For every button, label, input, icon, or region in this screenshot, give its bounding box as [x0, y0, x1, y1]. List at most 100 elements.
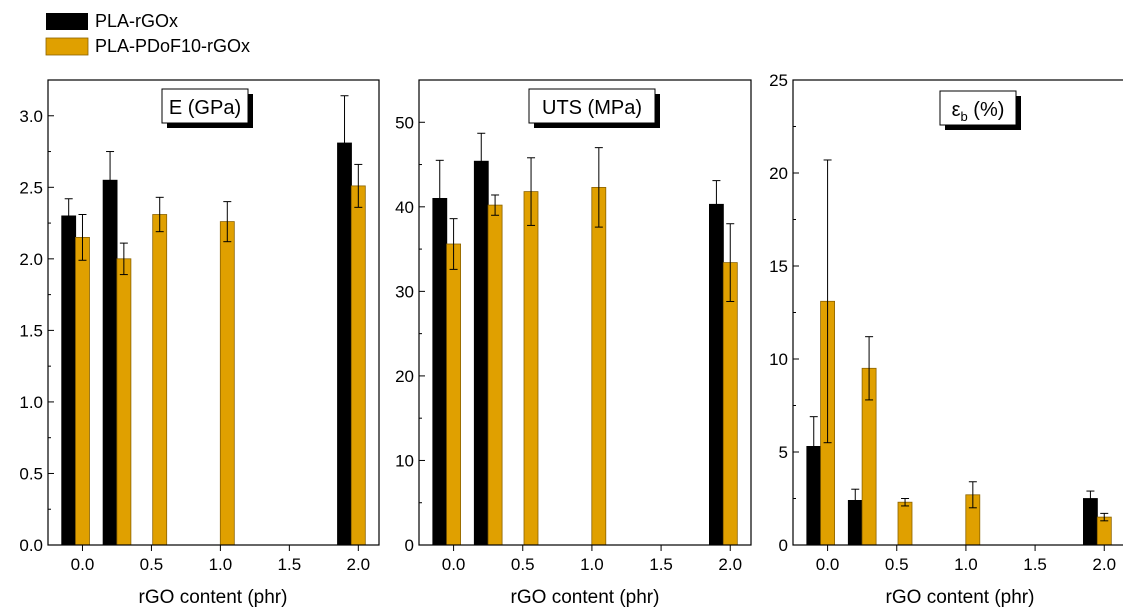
bar-uts-pla-rgox-2 [709, 203, 724, 546]
ytick-label-elongation-5: 25 [769, 71, 788, 90]
panel-elongation-frame [792, 79, 1123, 546]
ytick-label-uts-2: 20 [395, 367, 414, 386]
panel-modulus-xlabel: rGO content (phr) [139, 587, 288, 607]
errorbar-uts-pla-rgox-0 [435, 159, 444, 237]
errorbar-modulus-pla-pdof10-rgox-1 [119, 242, 128, 276]
errorbar-elongation-pla-pdof10-rgox-2 [901, 498, 910, 507]
panel-elongation-title-box [939, 90, 1017, 126]
panel-elongation: 0 5 10 15 20 25 0.0 0.5 1.0 1.5 2.0 εb (%) rGO con… [769, 71, 1123, 607]
bar-modulus-pla-rgox-1 [102, 179, 118, 546]
ytick-label-elongation-2: 10 [769, 350, 788, 369]
panel-uts: 0 10 20 30 40 50 0.0 0.5 1.0 1.5 2.0 UTS (MPa) rGO… [395, 79, 752, 607]
xtick-label-elongation-1: 0.5 [885, 555, 909, 574]
xtick-label-uts-3: 1.5 [649, 555, 673, 574]
bar-uts-pla-pdof10-rgox-2 [523, 191, 539, 546]
bar-modulus-pla-pdof10-rgox-1 [116, 258, 132, 546]
panel-uts-frame [418, 79, 752, 546]
xtick-label-elongation-2: 1.0 [954, 555, 978, 574]
panel-modulus-frame [47, 79, 380, 546]
ytick-label-modulus-0: 0.0 [19, 536, 43, 555]
ytick-label-elongation-4: 20 [769, 164, 788, 183]
panel-uts-xlabel: rGO content (phr) [511, 587, 660, 607]
legend-swatch-pla-rgox [46, 13, 88, 30]
legend-label-pla-rgox: PLA-rGOx [95, 11, 178, 31]
xtick-label-uts-0: 0.0 [442, 555, 466, 574]
bar-uts-pla-pdof10-rgox-0 [446, 243, 462, 546]
panel-modulus-plot: 0.0 0.5 1.0 1.5 2.0 2.5 3.0 0.0 0.5 1.0 1.5 2.0 [19, 79, 380, 574]
errorbar-elongation-pla-rgox-1 [851, 488, 860, 513]
legend-swatch-pla-pdof10-rgox [45, 37, 89, 56]
ytick-label-modulus-4: 2.0 [19, 250, 43, 269]
errorbar-modulus-pla-rgox-0 [64, 198, 73, 234]
errorbar-modulus-pla-rgox-2 [340, 95, 349, 191]
ytick-label-uts-5: 50 [395, 113, 414, 132]
ytick-label-elongation-1: 5 [779, 443, 788, 462]
ytick-label-modulus-3: 1.5 [19, 321, 43, 340]
xtick-label-uts-1: 0.5 [511, 555, 535, 574]
panel-modulus-title: E (GPa) [169, 97, 241, 119]
legend: PLA-rGOx PLA-PDoF10-rGOx [45, 11, 250, 56]
xtick-label-uts-4: 2.0 [718, 555, 742, 574]
panel-elongation-title: εb (%) [952, 99, 1005, 124]
errorbar-elongation-pla-rgox-0 [809, 416, 818, 477]
panel-elongation-title-sub: b [961, 109, 968, 124]
errorbar-modulus-pla-pdof10-rgox-4 [354, 163, 363, 208]
errorbar-elongation-pla-pdof10-rgox-1 [865, 336, 874, 401]
errorbar-uts-pla-pdof10-rgox-3 [594, 147, 603, 228]
xtick-label-modulus-3: 1.5 [278, 555, 302, 574]
errorbar-modulus-pla-pdof10-rgox-0 [78, 213, 87, 261]
panel-modulus: 0.0 0.5 1.0 1.5 2.0 2.5 3.0 0.0 0.5 1.0 1.5 2.0 E (… [19, 79, 380, 607]
ytick-label-modulus-2: 1.0 [19, 393, 43, 412]
bar-modulus-pla-rgox-0 [61, 215, 77, 546]
bar-modulus-pla-pdof10-rgox-2 [152, 214, 168, 546]
errorbar-uts-pla-pdof10-rgox-4 [726, 223, 735, 303]
xtick-label-modulus-0: 0.0 [71, 555, 95, 574]
ytick-label-uts-0: 0 [405, 536, 414, 555]
xtick-label-elongation-3: 1.5 [1023, 555, 1047, 574]
errorbar-uts-pla-pdof10-rgox-2 [527, 157, 536, 226]
panel-uts-title: UTS (MPa) [542, 97, 642, 119]
errorbar-elongation-pla-rgox-2 [1086, 490, 1095, 507]
bar-uts-pla-pdof10-rgox-3 [591, 186, 607, 546]
xtick-label-modulus-2: 1.0 [209, 555, 233, 574]
panel-modulus-title-box [161, 88, 249, 124]
panel-elongation-plot: 0 5 10 15 20 25 0.0 0.5 1.0 1.5 2.0 [769, 71, 1123, 574]
ytick-label-uts-3: 30 [395, 282, 414, 301]
ytick-label-uts-1: 10 [395, 451, 414, 470]
bar-modulus-pla-pdof10-rgox-0 [75, 236, 90, 546]
errorbar-modulus-pla-rgox-1 [106, 151, 115, 210]
ytick-label-modulus-5: 2.5 [19, 178, 43, 197]
panel-uts-plot: 0 10 20 30 40 50 0.0 0.5 1.0 1.5 2.0 [395, 79, 752, 574]
ytick-label-modulus-1: 0.5 [19, 464, 43, 483]
panel-elongation-xlabel: rGO content (phr) [886, 587, 1035, 607]
panel-uts-title-box [528, 88, 656, 124]
xtick-label-modulus-1: 0.5 [140, 555, 164, 574]
errorbar-uts-pla-pdof10-rgox-0 [449, 218, 458, 270]
bar-elongation-pla-pdof10-rgox-2 [897, 501, 913, 546]
xtick-label-elongation-4: 2.0 [1092, 555, 1116, 574]
xtick-label-uts-2: 1.0 [580, 555, 604, 574]
xtick-label-modulus-4: 2.0 [346, 555, 370, 574]
legend-label-pla-pdof10-rgox: PLA-PDoF10-rGOx [95, 36, 250, 56]
bar-uts-pla-rgox-0 [432, 197, 448, 546]
bar-uts-pla-pdof10-rgox-1 [487, 204, 503, 546]
ytick-label-modulus-6: 3.0 [19, 107, 43, 126]
panel-elongation-title-main: ε [952, 99, 961, 121]
errorbar-elongation-pla-pdof10-rgox-3 [968, 481, 977, 509]
ytick-label-elongation-0: 0 [779, 536, 788, 555]
bar-uts-pla-rgox-1 [473, 160, 489, 546]
bar-uts-pla-pdof10-rgox-4 [722, 262, 738, 546]
bar-modulus-pla-rgox-2 [337, 142, 352, 546]
errorbar-uts-pla-rgox-1 [477, 132, 486, 190]
xtick-label-elongation-0: 0.0 [816, 555, 840, 574]
errorbar-elongation-pla-pdof10-rgox-4 [1100, 512, 1109, 522]
ytick-label-elongation-3: 15 [769, 257, 788, 276]
bar-modulus-pla-pdof10-rgox-4 [350, 185, 366, 546]
errorbar-uts-pla-rgox-2 [712, 180, 721, 229]
ytick-label-uts-4: 40 [395, 198, 414, 217]
bar-modulus-pla-pdof10-rgox-3 [219, 221, 235, 546]
errorbar-modulus-pla-pdof10-rgox-2 [155, 196, 164, 233]
errorbar-uts-pla-pdof10-rgox-1 [491, 194, 500, 216]
errorbar-modulus-pla-pdof10-rgox-3 [223, 201, 232, 243]
